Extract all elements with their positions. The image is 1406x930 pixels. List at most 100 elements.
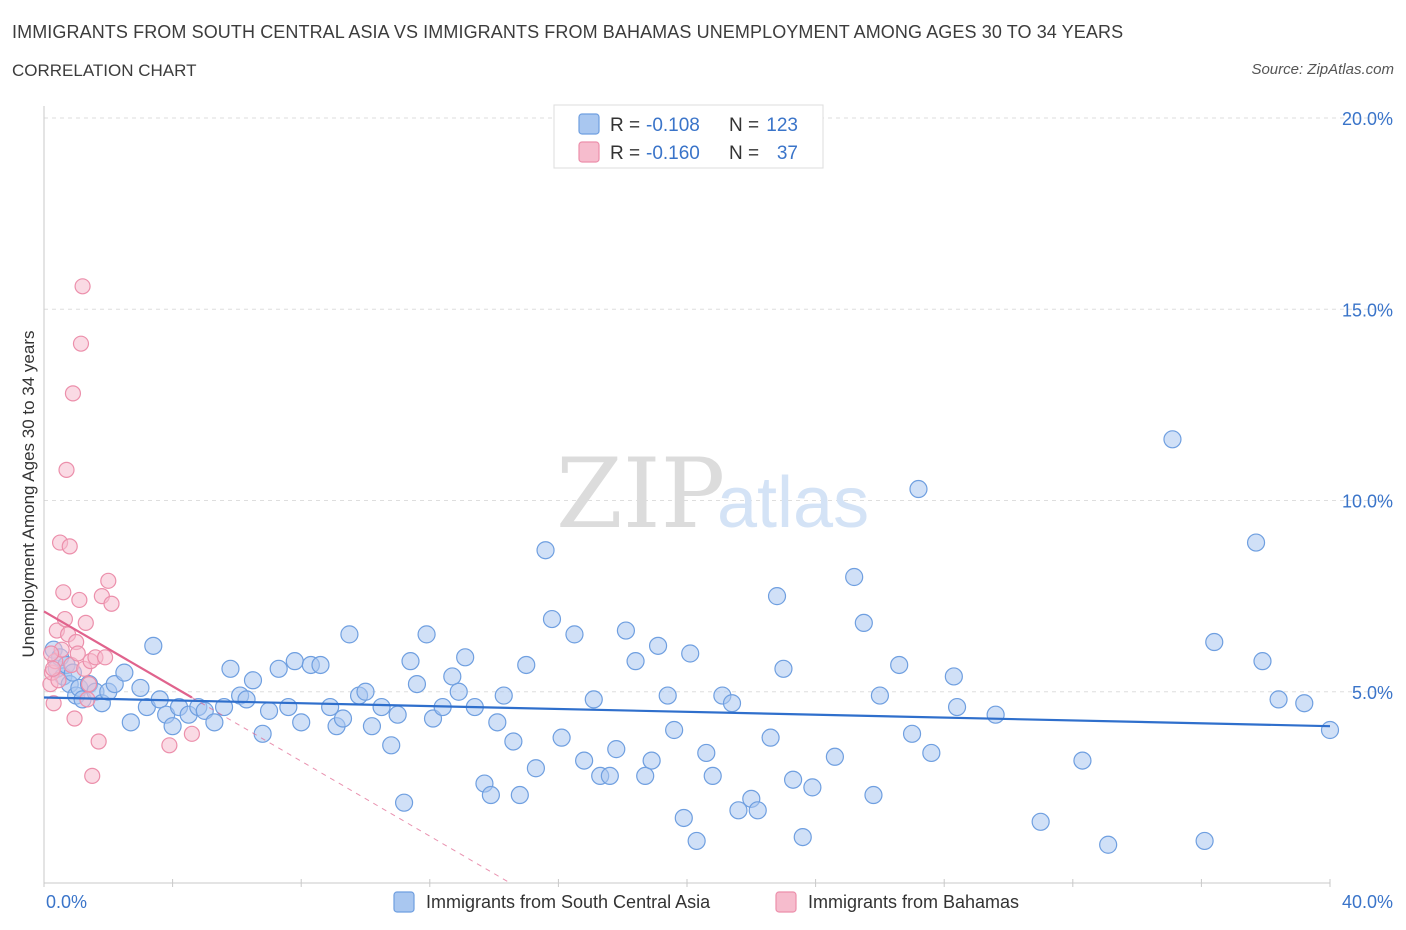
data-point-south-central-asia bbox=[243, 671, 263, 690]
data-point-south-central-asia bbox=[214, 697, 234, 717]
data-point-bahamas bbox=[80, 675, 98, 693]
data-point-bahamas bbox=[71, 591, 88, 609]
trend-lines bbox=[43, 610, 1331, 884]
data-point-south-central-asia bbox=[922, 743, 941, 763]
data-point-bahamas bbox=[66, 710, 83, 727]
data-point-south-central-asia bbox=[131, 678, 150, 698]
data-point-south-central-asia bbox=[269, 659, 288, 678]
data-point-south-central-asia bbox=[443, 667, 462, 686]
data-point-south-central-asia bbox=[253, 724, 272, 743]
data-point-south-central-asia bbox=[803, 778, 822, 797]
bottom-legend-label-pink: Immigrants from Bahamas bbox=[808, 892, 1019, 912]
data-point-south-central-asia bbox=[626, 652, 645, 671]
data-point-south-central-asia bbox=[565, 625, 584, 644]
series-legend: Immigrants from South Central Asia Immig… bbox=[393, 891, 1019, 913]
correlation-legend: R = -0.108 N = 123 R = -0.160 N = 37 bbox=[553, 104, 824, 169]
data-point-south-central-asia bbox=[986, 705, 1005, 724]
data-point-south-central-asia bbox=[761, 728, 780, 747]
data-point-south-central-asia bbox=[722, 694, 742, 713]
data-point-south-central-asia bbox=[504, 732, 523, 751]
data-point-south-central-asia bbox=[163, 717, 182, 736]
data-point-south-central-asia bbox=[697, 743, 716, 763]
data-point-bahamas bbox=[69, 645, 86, 662]
data-point-bahamas bbox=[90, 733, 107, 750]
data-point-south-central-asia bbox=[542, 609, 562, 629]
data-point-bahamas bbox=[64, 385, 82, 402]
data-point-south-central-asia bbox=[890, 655, 909, 675]
data-point-south-central-asia bbox=[648, 636, 668, 655]
data-point-south-central-asia bbox=[783, 770, 803, 789]
trend-line-bahamas-extension bbox=[191, 697, 511, 884]
x-tick-label-max: 40.0% bbox=[1342, 892, 1393, 912]
data-point-south-central-asia bbox=[237, 690, 256, 709]
trend-line-south-central-asia bbox=[43, 696, 1331, 728]
data-point-bahamas bbox=[72, 335, 90, 352]
data-point-south-central-asia bbox=[616, 621, 636, 640]
data-point-south-central-asia bbox=[767, 587, 787, 606]
data-point-south-central-asia bbox=[1205, 632, 1224, 652]
data-point-south-central-asia bbox=[642, 751, 661, 770]
data-point-south-central-asia bbox=[584, 690, 603, 709]
data-point-south-central-asia bbox=[340, 625, 359, 644]
y-tick-label: 10.0% bbox=[1342, 492, 1393, 512]
data-point-south-central-asia bbox=[292, 713, 311, 732]
legend-r-value-1: -0.108 bbox=[646, 115, 700, 136]
data-point-bahamas bbox=[103, 595, 120, 612]
data-point-south-central-asia bbox=[449, 682, 468, 701]
data-point-south-central-asia bbox=[864, 785, 883, 805]
data-point-bahamas bbox=[45, 695, 62, 712]
data-point-south-central-asia bbox=[407, 674, 427, 694]
trend-line-bahamas bbox=[43, 610, 193, 699]
data-point-south-central-asia bbox=[793, 827, 812, 847]
data-point-south-central-asia bbox=[356, 682, 375, 701]
data-point-south-central-asia bbox=[517, 655, 536, 675]
legend-r-label-1: R = bbox=[610, 115, 640, 136]
watermark-atlas: atlas bbox=[717, 463, 869, 543]
data-point-south-central-asia bbox=[1295, 694, 1314, 713]
source-credit: Source: ZipAtlas.com bbox=[1251, 61, 1394, 78]
data-point-south-central-asia bbox=[115, 663, 134, 682]
legend-r-value-2: -0.160 bbox=[646, 143, 700, 164]
data-point-south-central-asia bbox=[944, 667, 963, 686]
data-point-bahamas bbox=[61, 538, 78, 555]
data-point-south-central-asia bbox=[947, 697, 967, 717]
data-point-south-central-asia bbox=[854, 613, 873, 633]
data-point-south-central-asia bbox=[121, 713, 140, 732]
data-point-south-central-asia bbox=[510, 785, 529, 805]
data-point-south-central-asia bbox=[1269, 690, 1288, 709]
data-point-south-central-asia bbox=[825, 747, 844, 766]
data-point-south-central-asia bbox=[636, 766, 655, 786]
y-tick-label: 15.0% bbox=[1342, 300, 1393, 320]
bottom-legend-swatch-pink bbox=[775, 891, 797, 913]
data-point-bahamas bbox=[77, 614, 94, 632]
x-ticks bbox=[43, 879, 1331, 887]
data-point-south-central-asia bbox=[311, 655, 330, 675]
data-point-bahamas bbox=[161, 737, 178, 754]
data-point-south-central-asia bbox=[526, 759, 545, 778]
x-tick-label-min: 0.0% bbox=[46, 892, 87, 912]
bottom-legend-label-blue: Immigrants from South Central Asia bbox=[426, 892, 711, 912]
data-point-south-central-asia bbox=[144, 636, 163, 655]
data-point-bahamas bbox=[183, 725, 200, 742]
data-point-south-central-asia bbox=[552, 728, 571, 747]
data-point-south-central-asia bbox=[1253, 652, 1272, 671]
data-point-south-central-asia bbox=[382, 736, 401, 755]
data-point-south-central-asia bbox=[774, 659, 793, 678]
chart-subtitle: CORRELATION CHART bbox=[12, 61, 197, 80]
data-point-south-central-asia bbox=[488, 713, 507, 732]
data-point-south-central-asia bbox=[1099, 835, 1118, 854]
data-point-south-central-asia bbox=[607, 740, 626, 759]
data-point-bahamas bbox=[55, 584, 72, 601]
data-point-south-central-asia bbox=[456, 648, 475, 667]
data-point-south-central-asia bbox=[372, 697, 391, 717]
data-point-south-central-asia bbox=[388, 705, 407, 724]
data-point-south-central-asia bbox=[703, 766, 722, 786]
legend-r-label-2: R = bbox=[610, 143, 640, 164]
legend-n-value-2: 37 bbox=[777, 143, 798, 164]
data-point-bahamas bbox=[58, 461, 75, 478]
legend-n-label-1: N = bbox=[729, 115, 759, 136]
data-point-south-central-asia bbox=[1163, 430, 1182, 449]
y-axis-title: Unemployment Among Ages 30 to 34 years bbox=[19, 331, 38, 658]
data-point-south-central-asia bbox=[1320, 720, 1340, 740]
watermark-zip: ZIP bbox=[556, 438, 725, 550]
